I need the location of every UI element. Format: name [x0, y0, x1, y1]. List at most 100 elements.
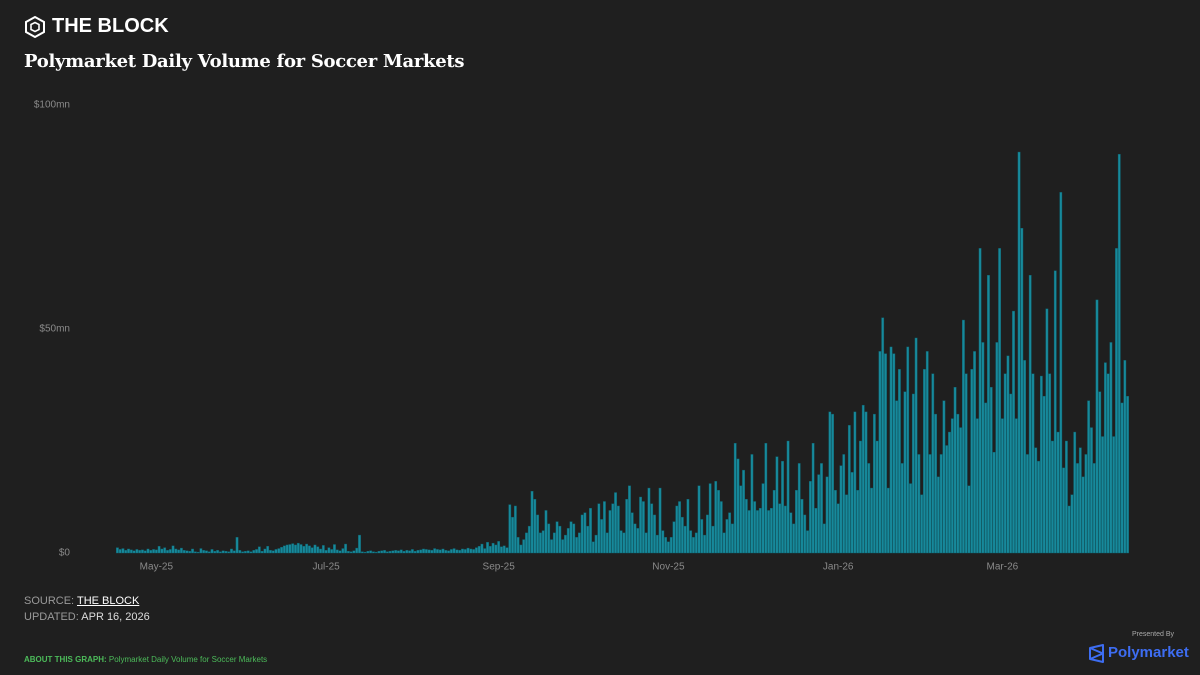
bar [1081, 476, 1085, 554]
bar [1092, 463, 1096, 554]
bar [667, 541, 670, 554]
bar [1028, 275, 1032, 554]
bar [177, 549, 180, 554]
bar [811, 443, 815, 554]
bar [692, 537, 695, 554]
bar [655, 534, 659, 554]
bar [603, 501, 606, 554]
bar [847, 425, 851, 554]
bar [987, 275, 990, 554]
bar [714, 481, 718, 554]
bar [861, 404, 865, 554]
bar [436, 549, 439, 554]
bar [564, 534, 567, 554]
bar [480, 543, 484, 554]
bar [1084, 454, 1088, 554]
bar [945, 445, 949, 554]
bar [424, 549, 428, 554]
bar [296, 542, 300, 554]
bar [352, 550, 356, 554]
bar [973, 351, 976, 554]
bar [469, 548, 473, 554]
bar [324, 550, 328, 554]
bar [408, 550, 411, 554]
bar [1062, 467, 1065, 554]
bar [806, 530, 809, 554]
bar [822, 523, 826, 554]
bar [911, 393, 915, 554]
bar [143, 550, 147, 554]
x-tick-label: Sep-25 [483, 562, 516, 573]
bar [867, 463, 871, 554]
bar [956, 413, 960, 554]
bar [452, 548, 456, 554]
bar [358, 534, 361, 554]
bar [530, 490, 534, 554]
bar [978, 248, 982, 554]
bar [803, 514, 807, 554]
bar [491, 542, 495, 554]
bar [1073, 431, 1077, 554]
bar [252, 550, 256, 554]
source-link[interactable]: THE BLOCK [76, 595, 140, 607]
bar [964, 373, 968, 554]
bar [639, 496, 642, 554]
bar [825, 476, 829, 554]
bar [953, 387, 957, 554]
sponsor-logo [1089, 644, 1104, 663]
bar [586, 525, 590, 554]
bar [989, 387, 993, 554]
bar [227, 551, 231, 554]
bar [998, 248, 1001, 554]
about-label: ABOUT THIS GRAPH: [24, 655, 107, 664]
bar [527, 525, 531, 554]
bar [672, 521, 676, 554]
bar [135, 549, 139, 554]
bar [828, 411, 832, 554]
bar [246, 550, 250, 554]
bar [619, 530, 623, 554]
bar [558, 525, 562, 554]
bar [920, 494, 924, 554]
x-tick-label: Jul-25 [312, 562, 340, 573]
bar [525, 532, 528, 554]
bar [1056, 431, 1060, 554]
bar [970, 369, 974, 554]
bar [383, 550, 386, 554]
presented-by: Presented By [1131, 631, 1174, 638]
bar [271, 550, 275, 554]
bar [594, 534, 598, 554]
bar [494, 544, 498, 554]
bar [124, 550, 128, 554]
bar [266, 546, 270, 554]
bar [717, 490, 720, 554]
bar [199, 548, 203, 554]
bar [141, 549, 144, 554]
bar [539, 532, 542, 554]
bar [299, 544, 303, 554]
bar [753, 501, 757, 554]
sponsor: Polymarket [1108, 644, 1189, 661]
updated-line: UPDATED: APR 16, 2026 [24, 611, 150, 623]
bar [939, 454, 943, 554]
bar [405, 550, 409, 554]
bar [458, 550, 462, 554]
y-tick-label: $100mn [34, 100, 70, 111]
bar [1070, 494, 1074, 554]
bar [700, 519, 704, 554]
bar [413, 551, 417, 554]
bar [129, 549, 133, 554]
bar [157, 546, 161, 554]
updated-date: APR 16, 2026 [81, 611, 150, 623]
bar [1014, 418, 1018, 554]
brand-logo [25, 16, 45, 38]
bar [831, 413, 834, 554]
bar [310, 547, 314, 554]
bar [797, 463, 801, 554]
bar [942, 400, 946, 554]
bar [547, 523, 551, 554]
bar [981, 342, 985, 554]
bar [447, 550, 450, 554]
bar [962, 319, 965, 554]
bar [249, 551, 253, 554]
